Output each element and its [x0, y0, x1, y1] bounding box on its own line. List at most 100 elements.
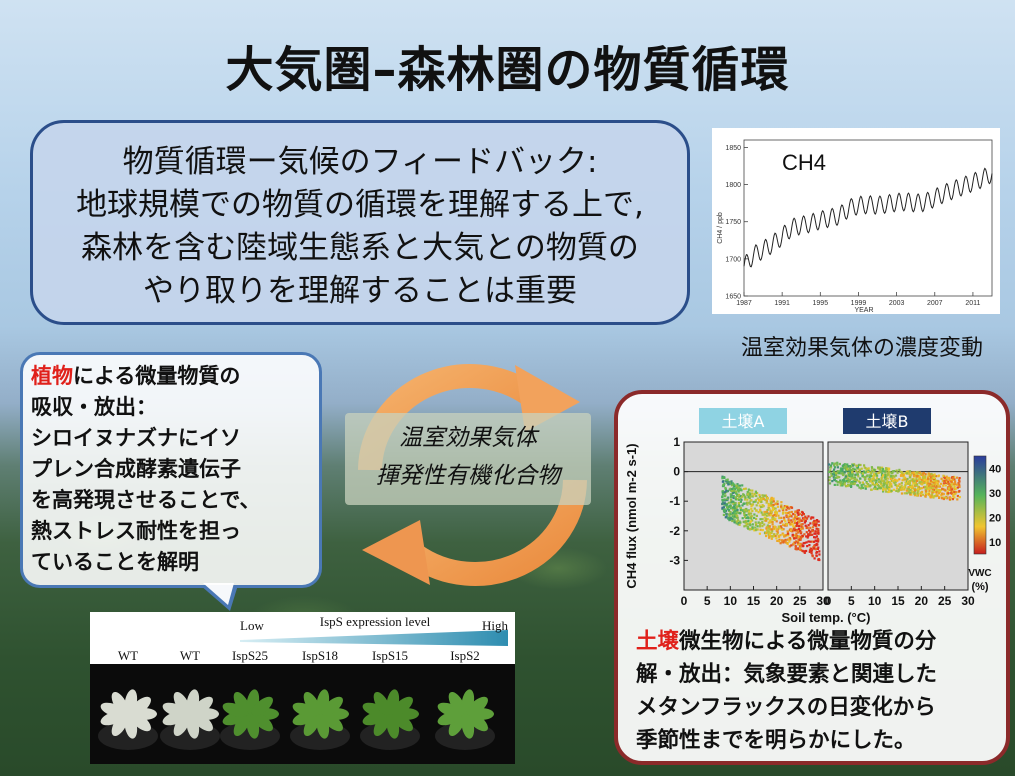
- soil-data-point: [796, 511, 799, 514]
- soil-data-point: [721, 475, 724, 478]
- soil-data-point: [914, 489, 917, 492]
- soil-data-point: [801, 523, 804, 526]
- soil-data-point: [896, 471, 899, 474]
- soil-data-point: [758, 504, 761, 507]
- soil-data-point: [895, 484, 898, 487]
- soil-data-point: [854, 480, 857, 483]
- soil-data-point: [765, 510, 768, 513]
- soil-data-point: [832, 476, 835, 479]
- soil-panel-frame: [683, 441, 824, 591]
- soil-data-point: [809, 530, 812, 533]
- ch4-y-label: CH4 / ppb: [717, 212, 724, 244]
- soil-data-point: [932, 481, 935, 484]
- soil-data-point: [953, 475, 956, 478]
- soil-data-point: [741, 517, 744, 520]
- soil-data-point: [723, 509, 726, 513]
- soil-data-point: [739, 497, 742, 500]
- soil-data-point: [829, 466, 833, 469]
- plant-leaf: [303, 691, 321, 716]
- soil-data-point: [881, 472, 884, 475]
- soil-data-point: [921, 474, 924, 477]
- soil-data-point: [765, 527, 768, 530]
- soil-data-point: [768, 512, 771, 515]
- soil-data-point: [908, 481, 911, 484]
- soil-data-point: [761, 505, 764, 508]
- soil-data-point: [829, 464, 833, 467]
- soil-data-point: [734, 509, 737, 512]
- soil-data-point: [835, 473, 838, 477]
- soil-data-point: [782, 511, 785, 514]
- soil-data-point: [732, 506, 735, 509]
- soil-data-point: [738, 484, 741, 487]
- soil-data-point: [736, 510, 739, 513]
- soil-data-point: [933, 474, 936, 477]
- soil-data-point: [770, 503, 773, 506]
- soil-data-point: [835, 480, 838, 483]
- soil-data-point: [855, 479, 858, 482]
- soil-data-point: [881, 469, 884, 473]
- soil-data-point: [728, 505, 731, 508]
- soil-data-point: [892, 474, 895, 477]
- soil-data-point: [910, 493, 913, 496]
- soil-data-point: [742, 487, 745, 491]
- soil-data-point: [950, 483, 953, 486]
- ch4-chart: CH4 CH4 / ppb YEAR 1650 1700 1750 1800 1850 1…: [717, 139, 993, 314]
- soil-data-point: [723, 476, 726, 479]
- soil-data-point: [867, 483, 870, 486]
- soil-data-point: [888, 484, 891, 487]
- soil-data-point: [879, 471, 882, 474]
- soil-data-point: [926, 479, 929, 482]
- soil-data-point: [742, 494, 746, 497]
- soil-data-point: [784, 520, 787, 523]
- soil-data-point: [890, 489, 893, 492]
- soil-data-point: [772, 525, 775, 529]
- soil-data-point: [852, 464, 855, 467]
- soil-line-3: メタンフラックスの日変化から: [636, 695, 936, 720]
- soil-data-point: [838, 462, 841, 466]
- soil-data-point: [885, 486, 888, 489]
- soil-data-point: [758, 532, 761, 535]
- soil-data-point: [951, 478, 954, 482]
- plant-genotype-label: IspS25: [232, 648, 268, 663]
- plant-leaf: [448, 712, 466, 737]
- soil-data-point: [915, 473, 918, 476]
- soil-data-point: [787, 521, 791, 524]
- soil-data-point: [722, 506, 725, 509]
- soil-data-point: [924, 476, 927, 479]
- soil-data-point: [928, 485, 931, 488]
- soil-data-point: [816, 531, 820, 535]
- soil-data-point: [768, 525, 771, 528]
- soil-data-point: [725, 504, 728, 507]
- soil-data-point: [891, 470, 894, 473]
- ch4-x-tick-label: 2003: [889, 300, 905, 307]
- soil-data-point: [905, 489, 908, 492]
- soil-data-point: [844, 468, 847, 471]
- soil-data-point: [864, 467, 867, 470]
- soil-data-point: [813, 523, 817, 526]
- soil-data-point: [739, 494, 742, 498]
- soil-data-point: [864, 487, 867, 490]
- soil-data-point: [732, 489, 736, 492]
- soil-data-point: [810, 548, 814, 552]
- soil-x-tick-label: 5: [848, 594, 855, 608]
- soil-data-point: [920, 487, 923, 490]
- soil-data-point: [817, 528, 820, 531]
- soil-data-point: [733, 512, 736, 515]
- soil-data-point: [867, 467, 870, 470]
- soil-data-point: [886, 468, 889, 471]
- soil-data-point: [878, 480, 881, 483]
- soil-data-point: [735, 512, 738, 515]
- soil-data-point: [918, 481, 921, 484]
- soil-data-point: [862, 483, 865, 486]
- soil-data-point: [812, 546, 815, 549]
- plant-line-2: 吸収・放出：: [31, 395, 157, 419]
- expression-high-label: High: [482, 618, 509, 633]
- soil-data-point: [915, 477, 918, 480]
- soil-data-point: [938, 485, 942, 488]
- soil-data-point: [847, 472, 850, 475]
- soil-data-point: [861, 486, 864, 489]
- soil-data-point: [929, 479, 932, 482]
- soil-data-point: [743, 508, 746, 511]
- soil-data-point: [788, 540, 791, 543]
- soil-data-point: [913, 492, 916, 495]
